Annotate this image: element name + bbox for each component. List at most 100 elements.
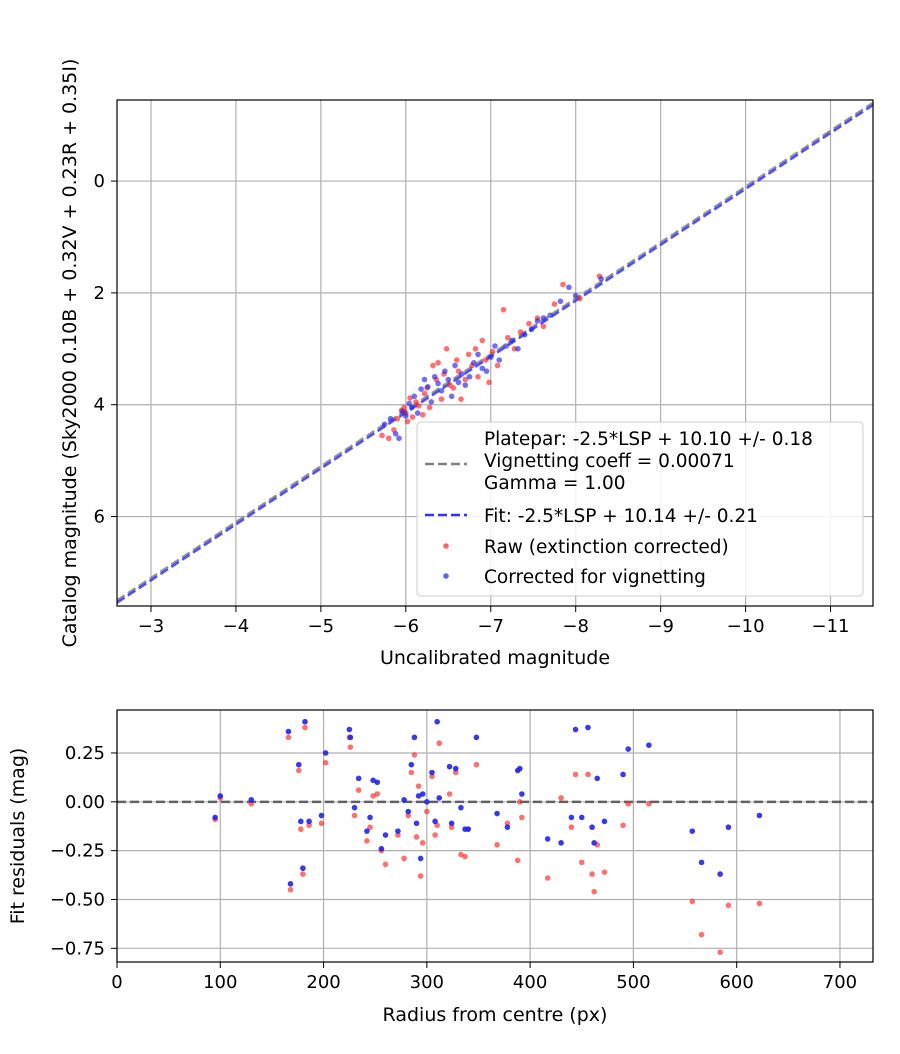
raw-point [479,337,486,344]
corrected-residual-point [698,859,705,866]
corrected-point [392,430,399,437]
corrected-residual-point [572,726,579,733]
x-tick-label: 0 [111,972,122,993]
corrected-point [483,368,490,374]
x-tick-label: 200 [306,972,340,993]
y-tick-label: −0.50 [50,889,105,910]
legend-raw-marker [443,543,449,549]
corrected-residual-point [212,814,218,821]
x-tick-label: 400 [513,972,547,993]
legend-corrected-label: Corrected for vignetting [484,567,706,588]
bottom-reference-lines [117,800,873,804]
y-tick-label: 0.00 [65,792,105,813]
x-tick-label: 100 [203,972,237,993]
raw-residual-point [300,871,306,877]
corrected-point [431,373,438,380]
legend-platepar-line: Gamma = 1.00 [484,473,626,494]
raw-point [404,418,411,425]
corrected-residual-point [302,718,308,725]
raw-residual-point [295,767,302,774]
bottom-plot-area [117,710,873,962]
raw-residual-point [620,822,626,829]
corrected-residual-point [589,824,595,831]
corrected-point [455,379,462,386]
corrected-residual-point [601,818,608,825]
y-tick-label: 6 [94,507,105,528]
corrected-point [418,386,424,392]
raw-residual-point [568,824,575,831]
raw-point [482,357,489,363]
raw-point [475,373,481,380]
raw-residual-point [405,812,412,819]
corrected-residual-point [248,797,255,803]
corrected-point [442,368,448,374]
raw-residual-point [432,832,438,838]
raw-point [426,404,433,411]
corrected-residual-point [519,791,525,797]
raw-residual-point [558,795,564,801]
corrected-point [572,292,579,299]
corrected-point [396,435,402,442]
bottom-x-label: Radius from centre (px) [383,1004,608,1026]
legend-corrected-marker [443,573,449,579]
raw-residual-point [302,724,308,731]
x-tick-label: 600 [719,972,753,993]
corrected-point [534,318,541,324]
raw-residual-point [287,886,294,893]
corrected-point [470,359,477,366]
corrected-point [435,380,441,387]
raw-point [458,396,464,402]
corrected-residual-point [620,771,626,778]
bottom-y-label: Fit residuals (mag) [7,748,29,925]
raw-residual-point [382,861,389,868]
bottom-points [212,718,763,956]
y-tick-label: 2 [94,283,105,304]
raw-residual-point [448,824,455,831]
raw-point [462,376,469,383]
raw-residual-point [408,769,415,776]
corrected-residual-point [465,826,471,832]
corrected-residual-point [625,746,632,752]
x-tick-label: 700 [823,972,857,993]
corrected-point [408,404,415,411]
corrected-residual-point [408,761,415,768]
corrected-point [411,393,418,400]
raw-point [430,362,436,369]
corrected-residual-point [295,761,302,768]
corrected-residual-point [473,734,480,741]
raw-residual-point [436,740,443,747]
raw-point [560,281,566,288]
corrected-point [475,351,481,358]
top-fit-lines [117,101,873,604]
corrected-point [509,337,515,344]
corrected-point [487,354,494,360]
corrected-residual-point [646,742,652,748]
x-tick-label: 300 [410,972,444,993]
corrected-residual-point [585,724,591,731]
top-ticks: −3 −4 −5 −6 −7 −8 −9 −10 −11 0 2 4 6 [94,171,850,637]
corrected-residual-point [452,765,459,772]
raw-residual-point [367,824,373,831]
corrected-residual-point [395,828,401,834]
corrected-point [448,393,455,400]
raw-residual-point [578,859,585,866]
corrected-residual-point [217,793,224,799]
corrected-point [387,415,394,422]
raw-residual-point [572,771,579,778]
raw-residual-point [446,791,453,797]
corrected-residual-point [568,814,575,821]
raw-point [504,334,511,341]
raw-point [379,432,385,439]
corrected-point [466,373,473,380]
corrected-point [438,387,445,394]
raw-residual-point [689,898,696,905]
x-tick-label: −11 [812,616,850,637]
raw-residual-point [298,826,304,832]
x-tick-label: −8 [562,616,589,637]
raw-point [435,359,441,366]
corrected-point [445,376,452,383]
raw-residual-point [519,814,525,821]
y-tick-label: −0.25 [50,841,105,862]
raw-point [494,362,501,369]
